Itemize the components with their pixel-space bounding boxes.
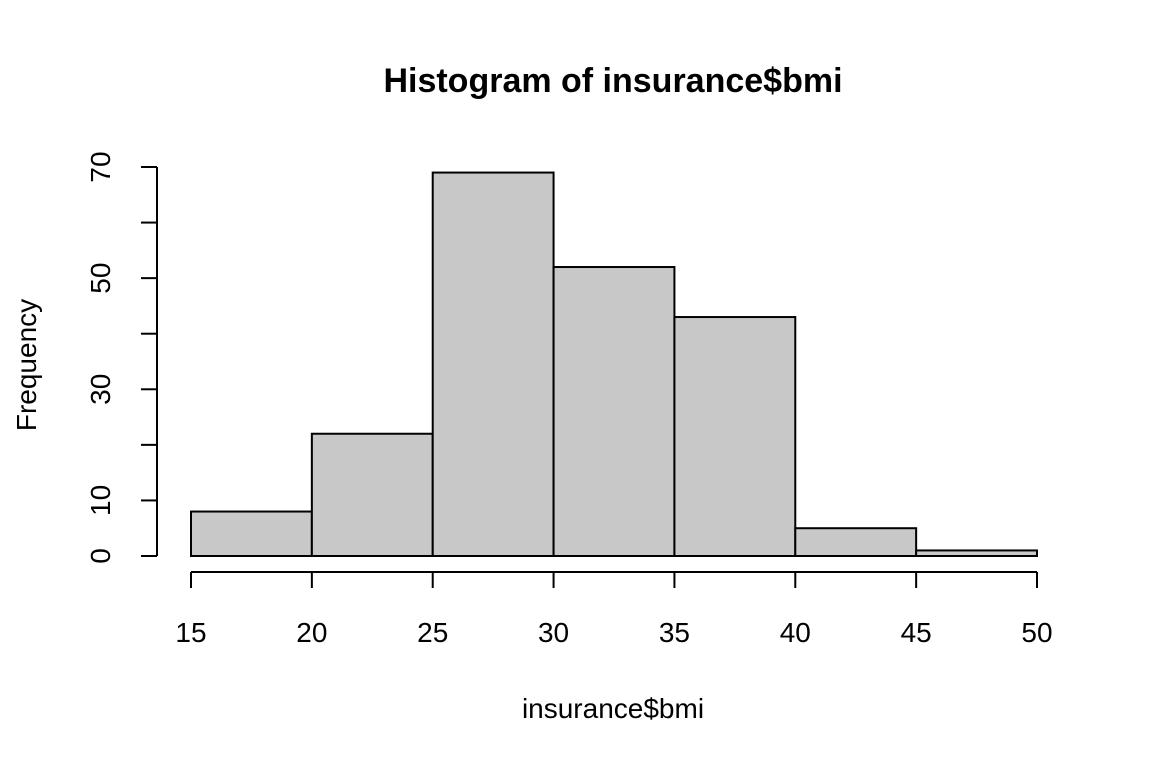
histogram-bar-6 xyxy=(915,549,1039,558)
y-tick-label: 30 xyxy=(85,374,116,405)
y-axis: 0 10 30 50 70 xyxy=(85,151,158,564)
histogram-bar-2 xyxy=(431,171,555,558)
y-tick-label: 50 xyxy=(85,263,116,294)
x-tick-label: 15 xyxy=(175,617,206,648)
y-axis-label: Frequency xyxy=(11,299,42,431)
y-tick-label: 70 xyxy=(85,151,116,182)
y-tick-label: 0 xyxy=(85,548,116,564)
histogram-bar-5 xyxy=(794,527,918,558)
chart-title: Histogram of insurance$bmi xyxy=(383,62,842,100)
y-tick-label: 10 xyxy=(85,485,116,516)
histogram-bar-4 xyxy=(673,316,797,557)
x-tick-label: 25 xyxy=(417,617,448,648)
histogram-bar-3 xyxy=(552,266,676,557)
x-tick-label: 20 xyxy=(296,617,327,648)
x-tick-label: 30 xyxy=(538,617,569,648)
x-tick-label: 35 xyxy=(659,617,690,648)
bars-group xyxy=(190,171,1039,558)
x-tick-label: 50 xyxy=(1021,617,1052,648)
x-tick-label: 45 xyxy=(901,617,932,648)
x-tick-label: 40 xyxy=(780,617,811,648)
x-axis-label: insurance$bmi xyxy=(522,693,704,724)
histogram-bar-0 xyxy=(190,510,313,557)
x-axis: 15 20 25 30 35 40 45 50 xyxy=(175,571,1053,648)
histogram-bar-1 xyxy=(310,432,434,557)
